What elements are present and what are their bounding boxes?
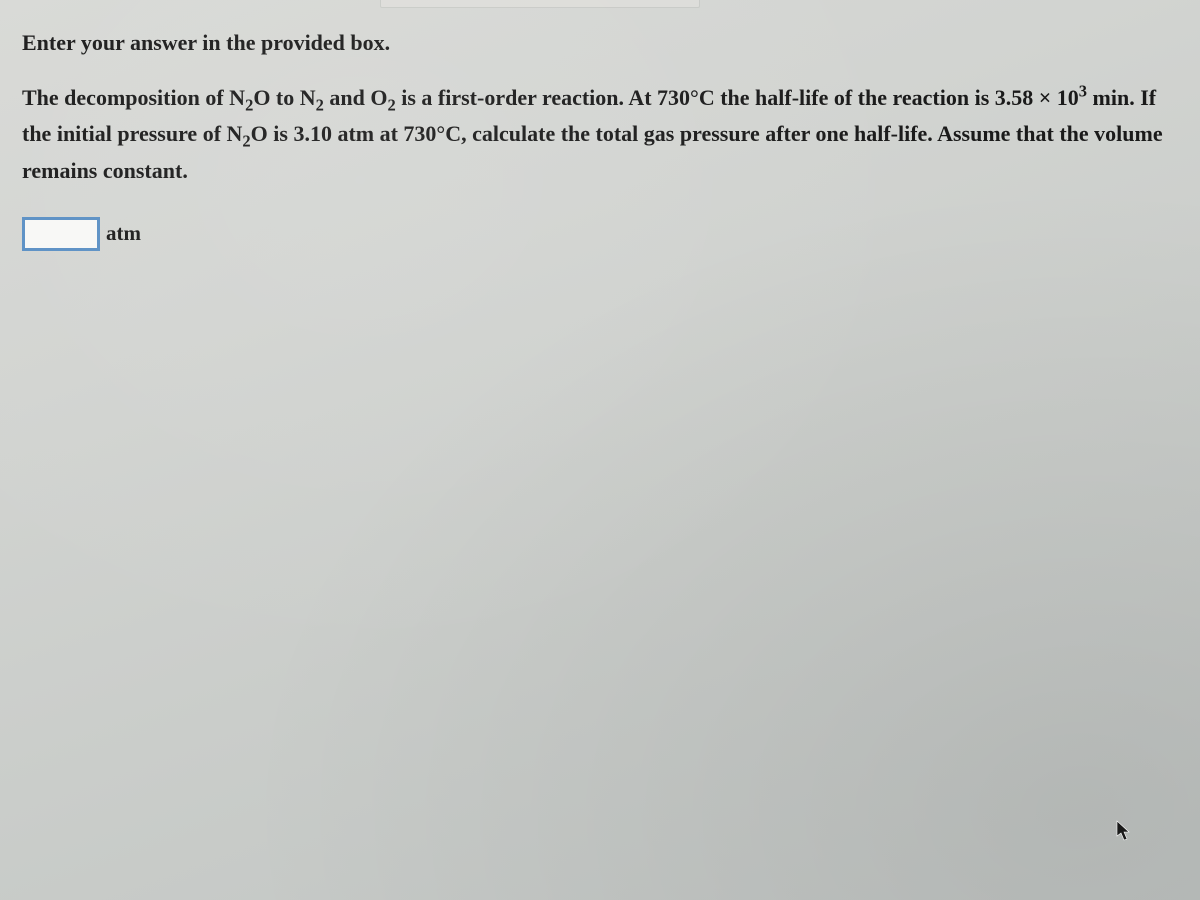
partial-input-frame-top bbox=[380, 0, 700, 8]
question-text: The decomposition of N2O to N2 and O2 is… bbox=[22, 80, 1178, 189]
subscript: 2 bbox=[242, 132, 250, 151]
unit-label: atm bbox=[106, 221, 141, 246]
answer-input[interactable] bbox=[22, 217, 100, 251]
subscript: 2 bbox=[245, 95, 253, 114]
instruction-text: Enter your answer in the provided box. bbox=[22, 30, 1178, 56]
subscript: 2 bbox=[316, 95, 324, 114]
superscript: 3 bbox=[1079, 82, 1087, 101]
answer-row: atm bbox=[22, 217, 1178, 251]
subscript: 2 bbox=[387, 95, 395, 114]
mouse-cursor-icon bbox=[1116, 820, 1132, 842]
